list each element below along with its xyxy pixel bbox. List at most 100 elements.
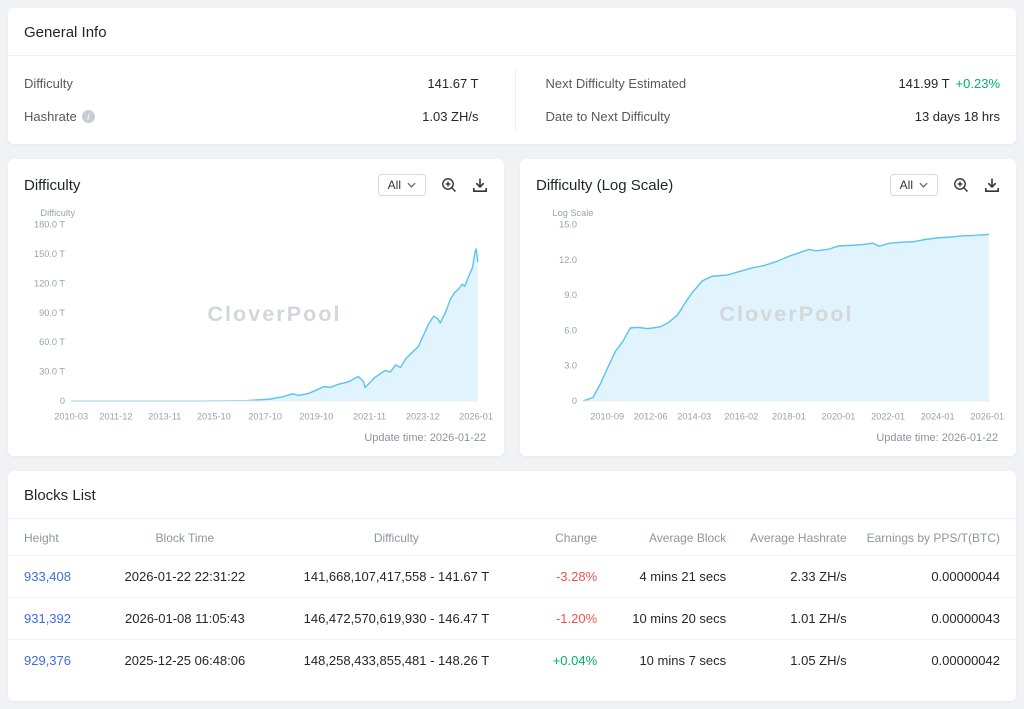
svg-text:2013-11: 2013-11 <box>148 411 181 421</box>
charts-row: Difficulty All <box>8 159 1016 456</box>
download-icon <box>473 178 487 192</box>
svg-text:15.0: 15.0 <box>559 220 577 230</box>
svg-text:0: 0 <box>572 396 577 406</box>
col-change: Change <box>555 530 598 545</box>
svg-text:12.0: 12.0 <box>559 255 577 265</box>
difficulty-chart-header: Difficulty All <box>24 174 488 196</box>
svg-text:9.0: 9.0 <box>564 290 577 300</box>
block-time-cell: 2026-01-08 11:05:43 <box>96 596 274 640</box>
svg-text:150.0 T: 150.0 T <box>34 249 65 259</box>
zoom-in-button[interactable] <box>953 177 969 193</box>
svg-text:2024-01: 2024-01 <box>921 411 955 421</box>
block-time-cell: 2026-01-22 22:31:22 <box>96 554 274 598</box>
col-difficulty: Difficulty <box>373 530 419 545</box>
average-block-cell: 10 mins 7 secs <box>607 638 737 681</box>
svg-text:2017-10: 2017-10 <box>248 411 282 421</box>
hashrate-value: 1.03 ZH/s <box>422 109 479 124</box>
svg-text:2015-10: 2015-10 <box>197 411 231 421</box>
general-info-left-column: Difficulty 141.67 T Hashrate i 1.03 ZH/s <box>8 67 515 133</box>
next-difficulty-value: 141.99 T +0.23% <box>898 76 1000 91</box>
difficulty-log-chart-header: Difficulty (Log Scale) All <box>536 174 1000 196</box>
change-cell: -3.28% <box>519 554 608 598</box>
svg-text:CloverPool: CloverPool <box>207 301 341 326</box>
difficulty-row: Difficulty 141.67 T <box>24 67 479 100</box>
date-to-next-difficulty-label: Date to Next Difficulty <box>545 109 671 124</box>
difficulty-label: Difficulty <box>24 76 73 91</box>
range-select-value: All <box>387 178 401 192</box>
zoom-in-button[interactable] <box>441 177 457 193</box>
difficulty-chart[interactable]: CloverPool 180.0 T 150.0 T 120.0 T 90.0 T 60.… <box>24 208 493 424</box>
range-select-value: All <box>899 178 913 192</box>
download-button[interactable] <box>984 177 1000 193</box>
zoom-in-icon <box>442 178 456 192</box>
change-cell: -1.20% <box>519 596 608 640</box>
svg-text:3.0: 3.0 <box>564 361 577 371</box>
svg-text:120.0 T: 120.0 T <box>34 278 65 288</box>
difficulty-log-chart[interactable]: CloverPool 15.0 12.0 9.0 6.0 3.0 0 2010-09 2012-… <box>536 208 1004 424</box>
general-info-body: Difficulty 141.67 T Hashrate i 1.03 ZH/s… <box>8 56 1016 144</box>
svg-text:0: 0 <box>60 396 65 406</box>
svg-text:2019-10: 2019-10 <box>299 411 333 421</box>
difficulty-log-chart-card: Difficulty (Log Scale) All <box>520 159 1016 456</box>
general-info-title: General Info <box>8 8 1016 56</box>
difficulty-chart-title: Difficulty <box>24 176 81 194</box>
change-cell: +0.04% <box>519 638 608 681</box>
col-height: Height <box>24 530 59 545</box>
date-to-next-difficulty-row: Date to Next Difficulty 13 days 18 hrs <box>546 100 1001 133</box>
col-earnings: Earnings by PPS/T(BTC) <box>866 530 1000 545</box>
download-button[interactable] <box>472 177 488 193</box>
difficulty-chart-controls: All <box>377 174 488 196</box>
hashrate-label-text: Hashrate <box>24 109 77 124</box>
table-row: 931,392 2026-01-08 11:05:43 146,472,570,… <box>8 596 1016 640</box>
svg-text:Log Scale: Log Scale <box>552 208 593 218</box>
general-info-right-column: Next Difficulty Estimated 141.99 T +0.23… <box>514 67 1017 133</box>
block-height-link[interactable]: 929,376 <box>24 652 71 668</box>
update-time: Update time: 2026-01-22 <box>364 431 486 444</box>
block-time-cell: 2025-12-25 06:48:06 <box>96 638 274 681</box>
svg-text:2026-01: 2026-01 <box>459 411 493 421</box>
svg-text:2014-03: 2014-03 <box>677 411 711 421</box>
average-hashrate-cell: 2.33 ZH/s <box>736 554 857 598</box>
difficulty-cell: 148,258,433,855,481 - 148.26 T <box>273 638 520 681</box>
average-block-cell: 4 mins 21 secs <box>607 554 737 598</box>
general-info-card: General Info Difficulty 141.67 T Hashrat… <box>8 8 1016 144</box>
svg-text:2022-01: 2022-01 <box>871 411 905 421</box>
range-select[interactable]: All <box>889 174 938 196</box>
next-difficulty-row: Next Difficulty Estimated 141.99 T +0.23… <box>546 67 1001 100</box>
difficulty-value: 141.67 T <box>427 76 479 91</box>
difficulty-log-chart-title: Difficulty (Log Scale) <box>536 176 674 194</box>
range-select[interactable]: All <box>377 174 426 196</box>
blocks-list-card: Blocks List Height Block Time Difficulty… <box>8 470 1016 701</box>
block-height-link[interactable]: 931,392 <box>24 610 71 626</box>
svg-text:2021-11: 2021-11 <box>353 411 386 421</box>
svg-text:2026-01: 2026-01 <box>970 411 1004 421</box>
info-icon[interactable]: i <box>81 110 95 123</box>
col-block-time: Block Time <box>155 530 215 545</box>
svg-text:CloverPool: CloverPool <box>719 301 853 326</box>
table-row: 929,376 2025-12-25 06:48:06 148,258,433,… <box>8 638 1016 681</box>
table-row: 933,408 2026-01-22 22:31:22 141,668,107,… <box>8 554 1016 598</box>
next-difficulty-label: Next Difficulty Estimated <box>545 76 687 91</box>
blocks-table: Height Block Time Difficulty Change Aver… <box>8 519 1016 681</box>
average-block-cell: 10 mins 20 secs <box>607 596 737 640</box>
block-height-link[interactable]: 933,408 <box>24 568 71 584</box>
difficulty-chart-card: Difficulty All <box>8 159 504 456</box>
svg-text:90.0 T: 90.0 T <box>39 308 65 318</box>
next-difficulty-amount: 141.99 T <box>898 76 950 91</box>
difficulty-log-chart-controls: All <box>889 174 1000 196</box>
download-icon <box>985 178 999 192</box>
blocks-list-title: Blocks List <box>8 471 1016 519</box>
svg-text:Difficulty: Difficulty <box>40 208 75 218</box>
col-average-hashrate: Average Hashrate <box>750 530 847 545</box>
hashrate-label: Hashrate i <box>24 109 95 124</box>
svg-text:2012-06: 2012-06 <box>634 411 668 421</box>
update-time: Update time: 2026-01-22 <box>876 431 998 444</box>
svg-text:180.0 T: 180.0 T <box>34 220 65 230</box>
svg-text:2020-01: 2020-01 <box>822 411 856 421</box>
col-average-block: Average Block <box>649 530 727 545</box>
table-header-row: Height Block Time Difficulty Change Aver… <box>8 519 1016 556</box>
average-hashrate-cell: 1.05 ZH/s <box>736 638 857 681</box>
average-hashrate-cell: 1.01 ZH/s <box>736 596 857 640</box>
difficulty-cell: 146,472,570,619,930 - 146.47 T <box>273 596 520 640</box>
svg-text:2016-02: 2016-02 <box>724 411 758 421</box>
